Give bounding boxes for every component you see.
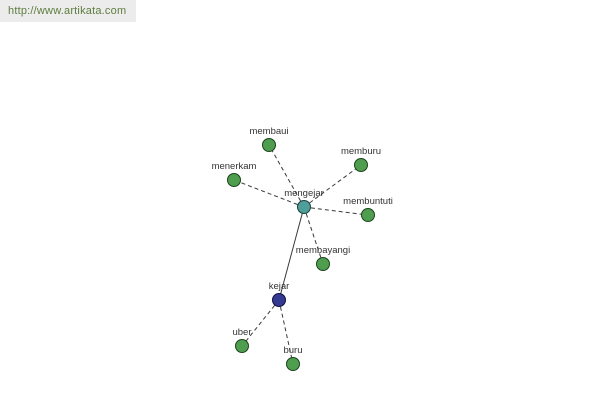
graph-edge-mengejar-kejar <box>278 206 305 301</box>
graph-node-buru[interactable] <box>286 357 300 371</box>
graph-node-membayangi[interactable] <box>316 257 330 271</box>
graph-node-label-memburu[interactable]: memburu <box>340 146 382 157</box>
graph-edge-kejar-buru <box>278 299 294 365</box>
graph-edge-mengejar-menerkam <box>233 179 305 208</box>
graph-node-membaui[interactable] <box>262 138 276 152</box>
graph-edge-mengejar-membayangi <box>303 206 324 265</box>
graph-edge-mengejar-memburu <box>303 164 362 208</box>
graph-node-membuntuti[interactable] <box>361 208 375 222</box>
graph-edge-kejar-uber <box>241 299 280 347</box>
graph-node-label-membuntuti[interactable]: membuntuti <box>343 196 393 207</box>
graph-node-kejar[interactable] <box>272 293 286 307</box>
graph-node-label-buru[interactable]: buru <box>283 345 303 356</box>
url-bar[interactable]: http://www.artikata.com <box>0 0 137 22</box>
graph-node-label-membaui[interactable]: membaui <box>249 126 289 137</box>
graph-node-uber[interactable] <box>235 339 249 353</box>
graph-node-label-menerkam[interactable]: menerkam <box>211 161 257 172</box>
graph-node-memburu[interactable] <box>354 158 368 172</box>
graph-node-label-membayangi[interactable]: membayangi <box>295 245 351 256</box>
graph-node-label-mengejar[interactable]: mengejar <box>284 188 324 199</box>
graph-node-label-uber[interactable]: uber <box>232 327 252 338</box>
url-text[interactable]: http://www.artikata.com <box>8 5 127 17</box>
graph-edge-mengejar-membuntuti <box>303 206 369 216</box>
graph-node-label-kejar[interactable]: kejar <box>268 281 290 292</box>
graph-edge-mengejar-membaui <box>268 144 305 208</box>
graph-node-mengejar[interactable] <box>297 200 311 214</box>
graph-node-menerkam[interactable] <box>227 173 241 187</box>
